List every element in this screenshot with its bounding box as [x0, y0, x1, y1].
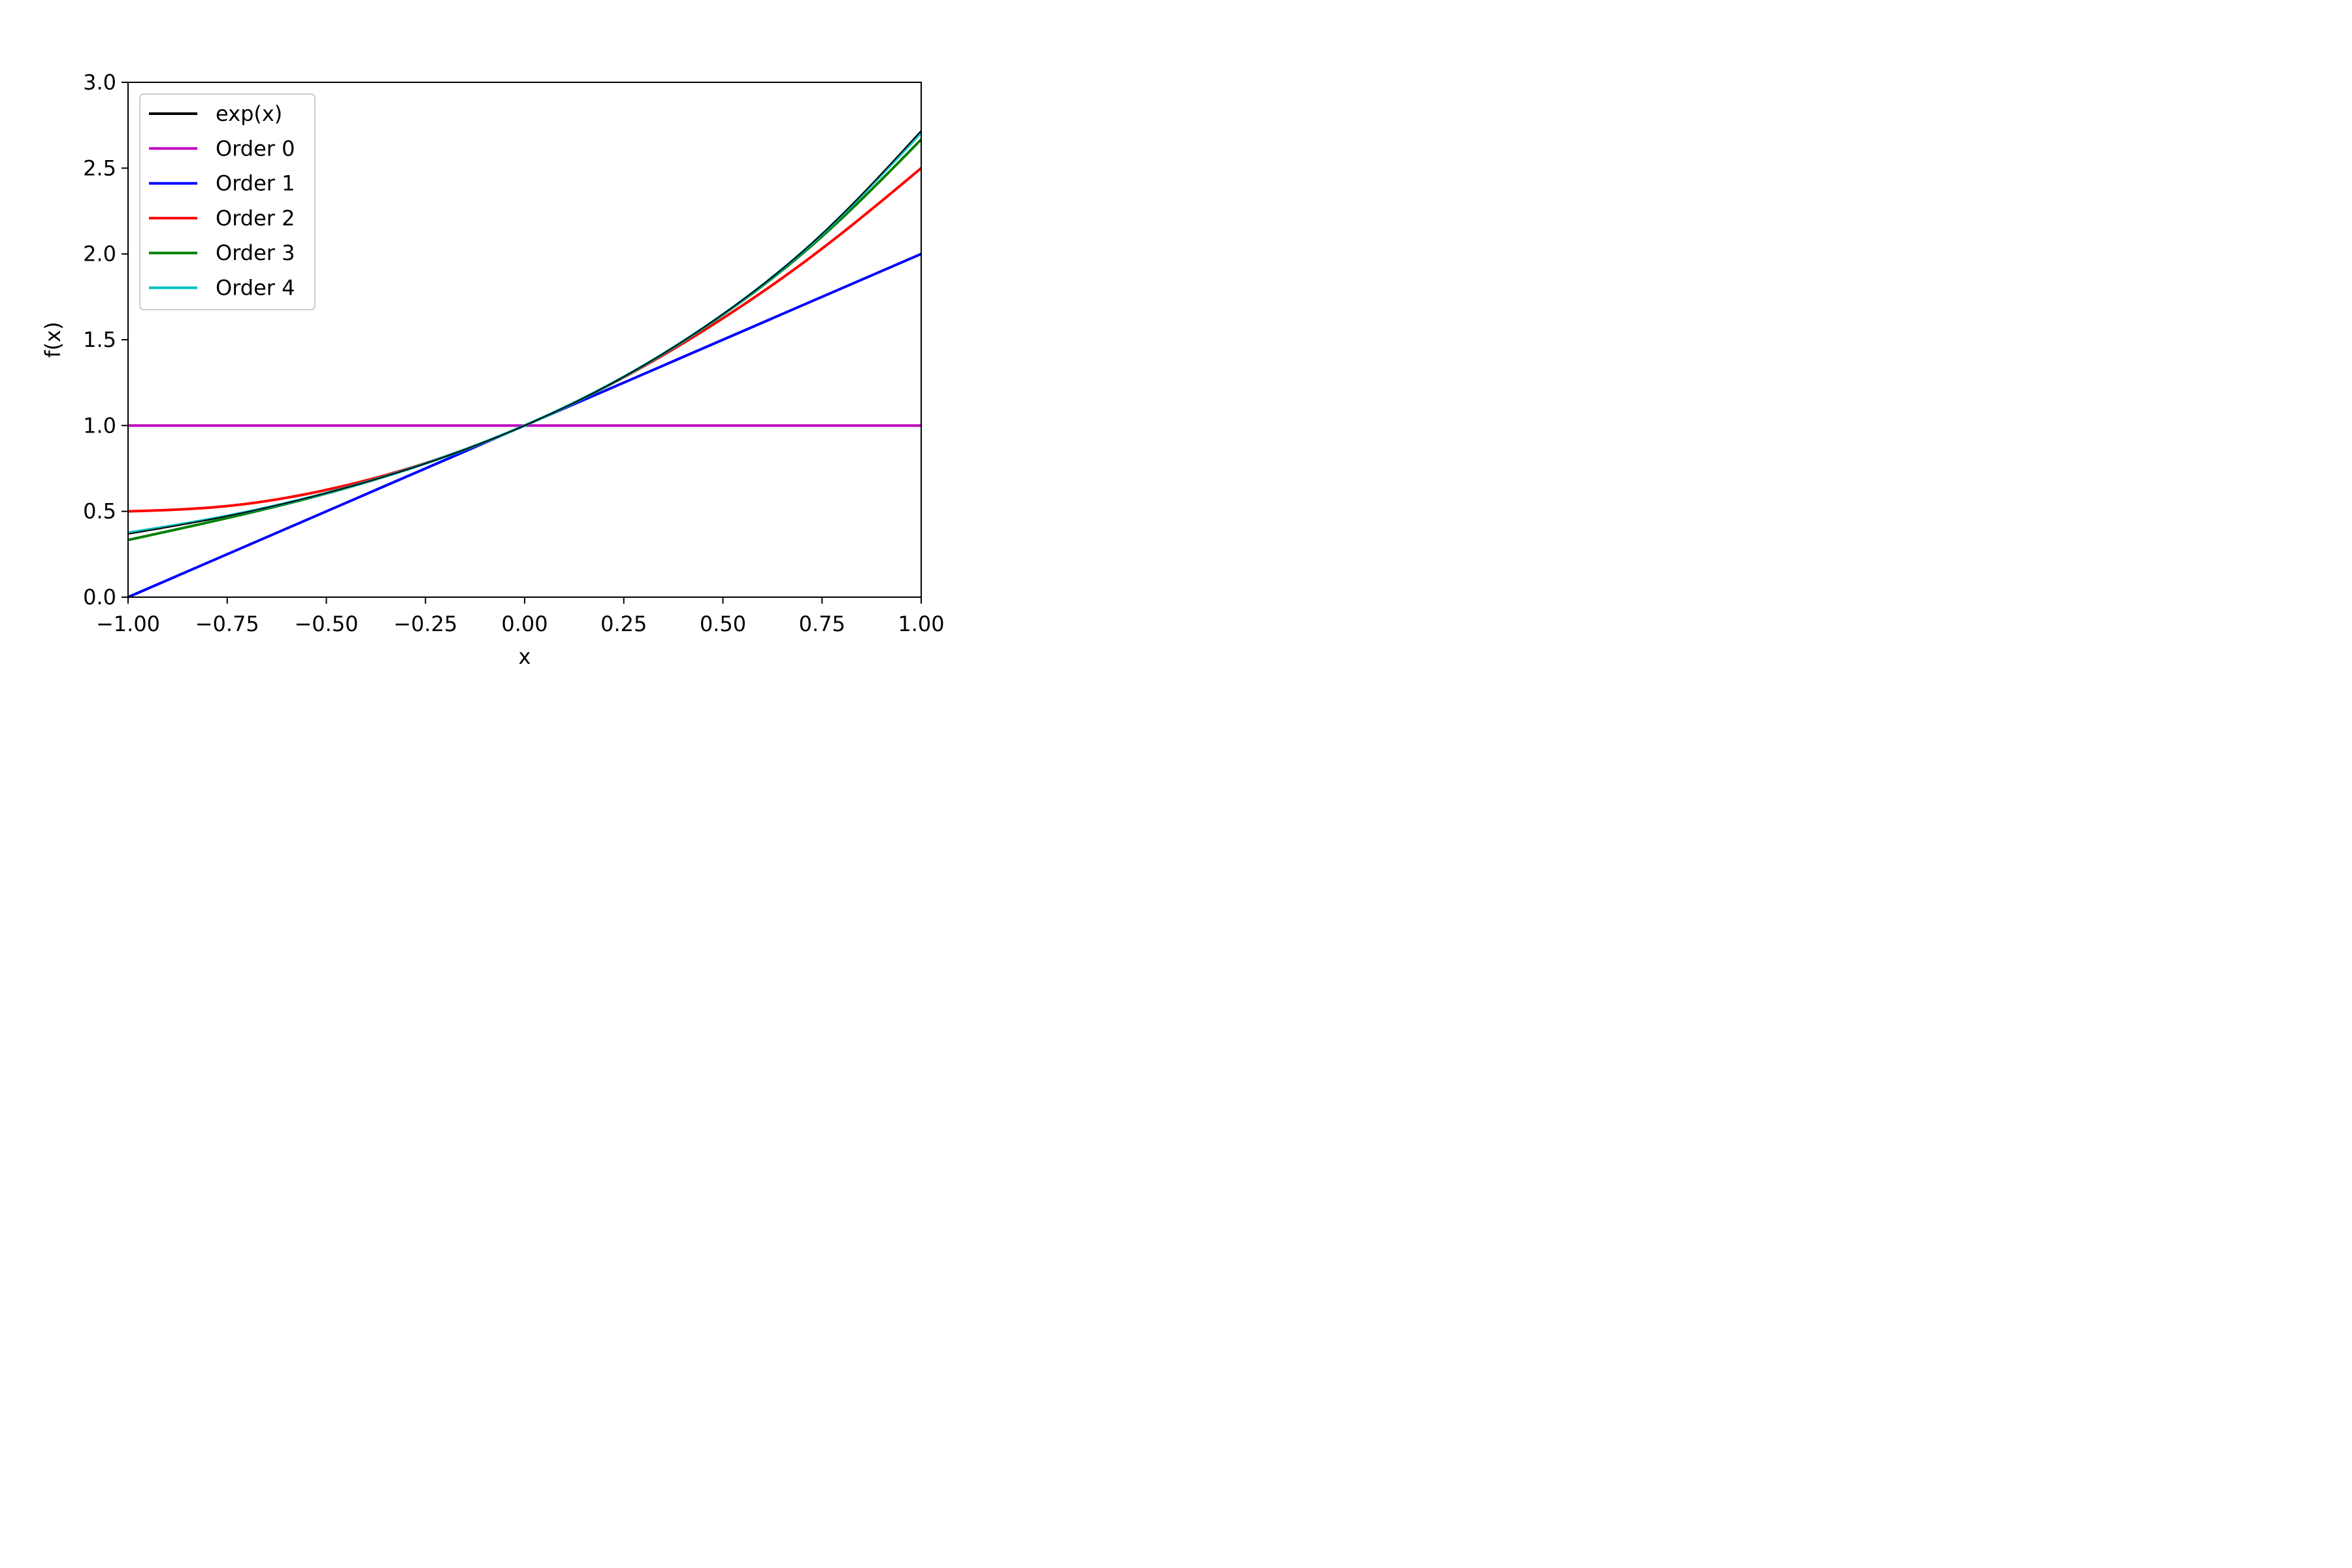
y-axis-label: f(x) [41, 321, 65, 357]
x-tick-label: −0.25 [393, 612, 457, 636]
legend-label-1: Order 0 [216, 136, 295, 161]
y-tick-label: 1.0 [83, 413, 116, 438]
y-tick-label: 3.0 [83, 70, 116, 95]
x-tick-label: 0.25 [600, 612, 647, 636]
legend-label-2: Order 1 [216, 171, 295, 196]
x-tick-label: 0.00 [501, 612, 547, 636]
x-tick-label: −1.00 [96, 612, 160, 636]
legend-label-5: Order 4 [216, 276, 295, 301]
legend-label-3: Order 2 [216, 206, 295, 231]
legend-label-4: Order 3 [216, 240, 295, 265]
x-tick-label: 0.75 [799, 612, 845, 636]
y-tick-label: 2.5 [83, 155, 116, 180]
y-tick-label: 1.5 [83, 327, 116, 352]
x-tick-label: −0.50 [294, 612, 358, 636]
series-layer [127, 130, 923, 598]
y-tick-label: 2.0 [83, 242, 116, 267]
x-tick-label: 0.50 [700, 612, 746, 636]
legend: exp(x) Order 0 Order 1 Order 2 Order 3 Order … [139, 93, 316, 310]
x-tick-label: −0.75 [195, 612, 259, 636]
y-tick-label: 0.0 [83, 585, 116, 610]
legend-label-0: exp(x) [216, 101, 282, 126]
x-axis-label: x [519, 644, 531, 669]
y-tick-label: 0.5 [83, 499, 116, 524]
ticks-layer: −1.00 −0.75 −0.50 −0.25 0.00 0.25 0.50 0.75 1.00… [83, 70, 945, 636]
x-tick-label: 1.00 [898, 612, 944, 636]
series-line-0-overlay [127, 130, 922, 535]
chart: −1.00 −0.75 −0.50 −0.25 0.00 0.25 0.50 0.75 1.00… [0, 0, 1019, 679]
